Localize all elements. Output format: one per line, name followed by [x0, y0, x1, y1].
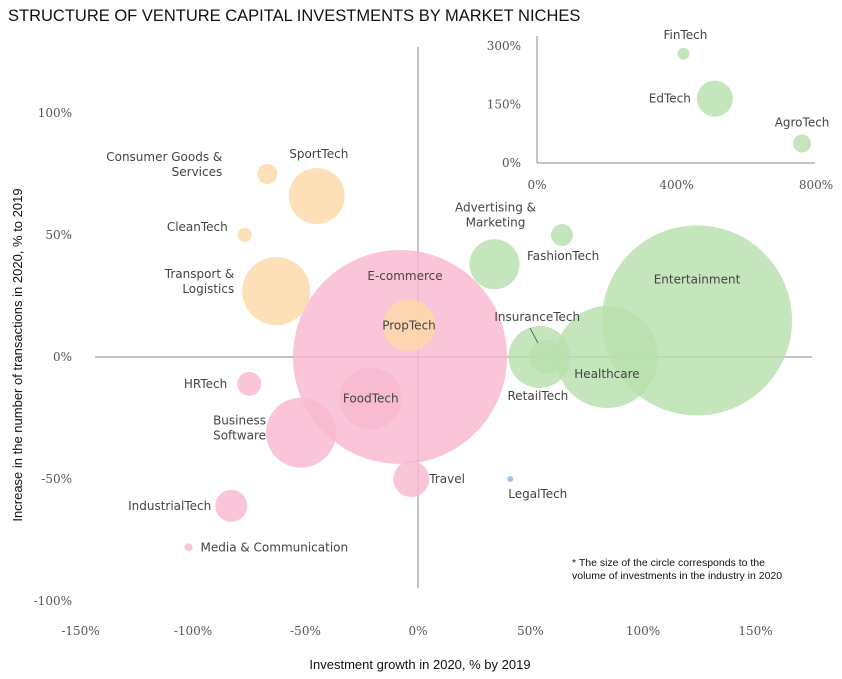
inset-y-tick-label: 0%: [502, 156, 521, 170]
bubble-fashiontech: [551, 224, 573, 246]
size-note-line-2: volume of investments in the industry in…: [572, 570, 782, 582]
bubble-agrotech: [793, 134, 812, 153]
bubble-label-edtech: EdTech: [649, 92, 691, 106]
bubble-label-foodtech: FoodTech: [343, 391, 399, 405]
bubble-label-e-commerce: E-commerce: [367, 269, 442, 283]
bubble-label-insurancetech: InsuranceTech: [494, 310, 580, 324]
main-plot: -150% -100% -50% 0% 50% 100% 150% 100% 50% 0% -50%…: [34, 47, 812, 638]
y-tick-label: 0%: [53, 350, 72, 364]
bubble-industrialtech: [215, 489, 248, 522]
y-tick-label: 50%: [45, 228, 72, 242]
bubble-label-business: Business: [213, 414, 266, 428]
inset-x-tick-label: 0%: [527, 178, 546, 192]
bubble-cleantech: [237, 228, 252, 242]
bubble-label-sporttech: SportTech: [289, 147, 348, 161]
bubble-foodtech: [339, 367, 402, 430]
inset-plot: 0% 400% 800% 300% 150% 0% FinTech EdTech AgroTec…: [487, 28, 833, 192]
bubble-label-consumer-goods: Consumer Goods &: [106, 150, 222, 164]
bubble-travel: [393, 461, 430, 497]
bubble-label-industrialtech: IndustrialTech: [128, 499, 211, 513]
bubble-consumer-goods: [257, 164, 278, 184]
x-tick-label: 100%: [626, 624, 660, 638]
bubble-legaltech: [507, 476, 514, 482]
bubble-label-fashiontech: FashionTech: [527, 249, 599, 263]
inset-x-tick-label: 400%: [659, 178, 693, 192]
bubble-label-entertainment: Entertainment: [654, 272, 741, 286]
bubble-label-healthcare: Healthcare: [574, 367, 639, 381]
bubble-advertising: [469, 239, 520, 290]
bubble-label-travel: Travel: [428, 472, 465, 486]
bubble-label-hrtech: HRTech: [184, 377, 227, 391]
y-axis-label: Increase in the number of transactions i…: [10, 188, 25, 521]
insurancetech-leader-line: [529, 327, 539, 344]
y-tick-label: 100%: [38, 106, 72, 120]
y-tick-label: -50%: [41, 472, 72, 486]
bubble-label-advertising: Advertising &: [455, 200, 536, 214]
bubble-proptech: [383, 299, 435, 352]
chart-title: STRUCTURE OF VENTURE CAPITAL INVESTMENTS…: [8, 7, 580, 25]
bubble-label-fintech: FinTech: [664, 28, 708, 42]
bubble-label-agrotech: AgroTech: [775, 116, 830, 130]
x-tick-label: -150%: [61, 624, 99, 638]
inset-y-tick-label: 150%: [487, 98, 521, 112]
bubble-label-retailtech: RetailTech: [508, 389, 569, 403]
bubble-label-cleantech: CleanTech: [167, 220, 228, 234]
bubble-fintech: [677, 47, 690, 60]
x-tick-label: 0%: [408, 624, 427, 638]
bubble-label-transport: Logistics: [182, 282, 234, 296]
bubble-label-proptech: PropTech: [382, 318, 436, 332]
x-tick-label: -50%: [290, 624, 321, 638]
bubble-sporttech: [288, 167, 345, 224]
size-note-line-1: * The size of the circle corresponds to …: [572, 557, 765, 569]
bubble-label-media-communication: Media & Communication: [201, 540, 349, 554]
bubble-media-communication: [184, 543, 193, 552]
x-tick-label: 50%: [517, 624, 544, 638]
bubble-healthcare: [556, 306, 658, 408]
inset-y-tick-label: 300%: [487, 39, 521, 53]
y-tick-label: -100%: [34, 594, 72, 608]
bubble-edtech: [696, 80, 733, 117]
x-axis-label: Investment growth in 2020, % by 2019: [309, 657, 530, 672]
bubble-label-consumer-goods: Services: [172, 165, 223, 179]
bubble-label-transport: Transport &: [164, 267, 234, 281]
bubble-insurancetech: [529, 340, 564, 374]
bubble-label-legaltech: LegalTech: [508, 487, 567, 501]
x-tick-label: 150%: [738, 624, 772, 638]
bubble-label-advertising: Marketing: [466, 215, 526, 229]
bubble-hrtech: [237, 371, 262, 396]
inset-x-tick-label: 800%: [799, 178, 833, 192]
bubble-label-business: Software: [213, 429, 266, 443]
bubble-transport: [242, 257, 311, 326]
x-tick-label: -100%: [174, 624, 212, 638]
bubble-business: [266, 397, 336, 468]
